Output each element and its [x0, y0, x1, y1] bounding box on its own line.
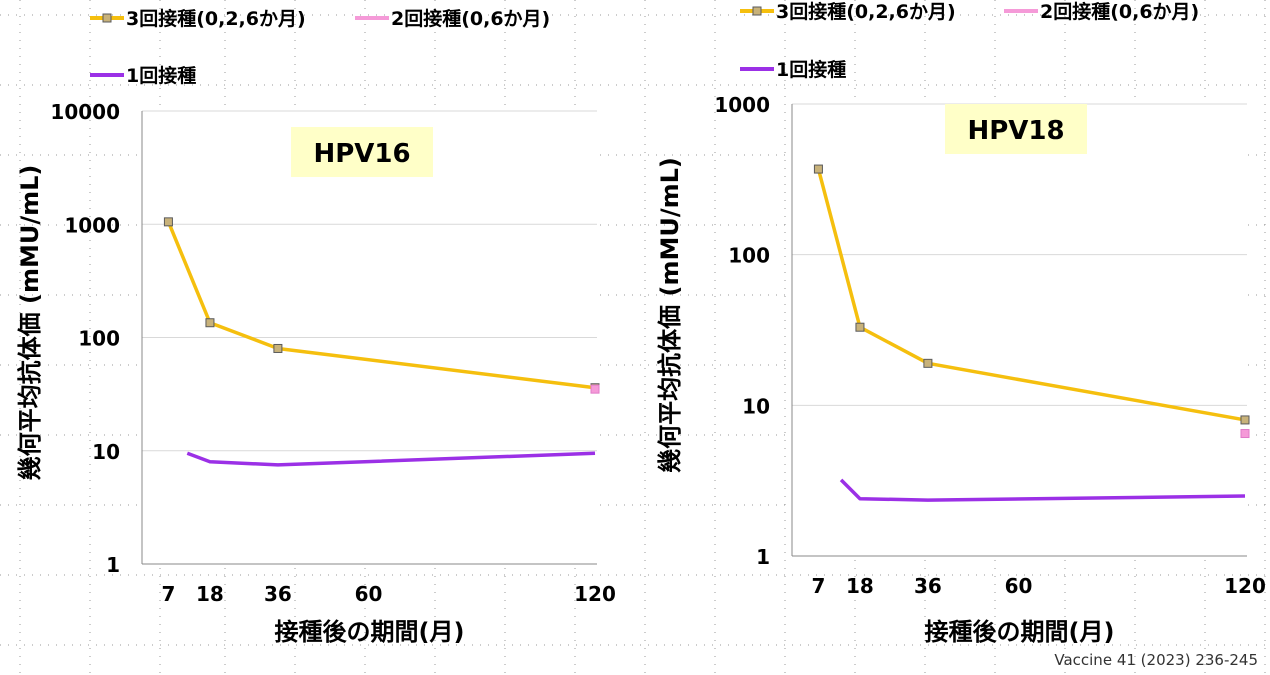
x-tick-label: 36: [264, 582, 292, 606]
x-tick-label: 18: [846, 574, 874, 598]
y-tick-label: 100: [78, 327, 120, 351]
x-tick-label: 120: [574, 582, 616, 606]
y-tick-label: 10: [742, 394, 770, 418]
citation-text: Vaccine 41 (2023) 236-245: [1054, 651, 1258, 669]
series-line-1: [166, 221, 596, 390]
y-tick-label: 1000: [714, 93, 770, 117]
y-tick-label: 100: [728, 244, 770, 268]
data-point: [923, 358, 933, 368]
legend-marker-three-dose: [102, 13, 112, 23]
chart-title: HPV18: [967, 116, 1064, 146]
data-point: [590, 384, 600, 394]
legend-label-two-dose: 2回接種(0,6か月): [391, 8, 550, 30]
legend-label-one-dose: 1回接種: [126, 65, 196, 87]
legend-label-three-dose: 3回接種(0,2,6か月): [776, 1, 956, 23]
y-axis-title: 幾何平均抗体価 (mMU/mL): [656, 157, 684, 473]
data-point: [855, 322, 865, 332]
x-tick-label: 18: [196, 582, 224, 606]
x-tick-label: 60: [1005, 574, 1033, 598]
y-tick-label: 10000: [50, 100, 120, 124]
y-tick-label: 1: [106, 553, 120, 577]
x-axis-title: 接種後の期間(月): [925, 618, 1115, 646]
x-axis-title: 接種後の期間(月): [275, 618, 465, 646]
legend-marker-three-dose: [752, 6, 762, 16]
x-tick-label: 60: [355, 582, 383, 606]
data-point: [273, 343, 283, 353]
x-tick-label: 7: [161, 582, 175, 606]
chart-title: HPV16: [313, 139, 410, 169]
chart-title-box: [291, 127, 433, 177]
legend-label-three-dose: 3回接種(0,2,6か月): [126, 8, 306, 30]
chart-hpv16: 1 10 100 1000 10000 7 18 36 60 120 接種後の期間(月) 幾何平均抗体…: [16, 8, 616, 646]
charts-layer: 1 10 100 1000 10000 7 18 36 60 120 接種後の期間(月) 幾何平均抗体…: [16, 1, 1266, 646]
legend-label-one-dose: 1回接種: [776, 59, 846, 81]
y-tick-label: 1: [756, 545, 770, 569]
legend-label-two-dose: 2回接種(0,6か月): [1040, 1, 1199, 23]
legend: 3回接種(0,2,6か月) 2回接種(0,6か月) 1回接種: [90, 8, 550, 87]
chart-hpv18: 1 10 100 1000 7 18 36 60 120 接種後の期間(月) 幾何平均抗体価 (mM…: [656, 1, 1266, 646]
data-point: [205, 318, 215, 328]
series-line-3: [186, 451, 596, 467]
x-tick-label: 120: [1224, 574, 1266, 598]
series-line-3: [839, 478, 1246, 502]
data-point: [813, 164, 823, 174]
data-point: [163, 217, 173, 227]
chart-title-box: [945, 104, 1087, 154]
x-tick-label: 7: [811, 574, 825, 598]
y-tick-label: 1000: [64, 213, 120, 237]
data-point: [1240, 415, 1250, 425]
legend: 3回接種(0,2,6か月) 2回接種(0,6か月) 1回接種: [740, 1, 1199, 81]
x-tick-label: 36: [914, 574, 942, 598]
series-line-1: [816, 168, 1246, 422]
data-point: [1240, 429, 1250, 439]
y-axis-title: 幾何平均抗体価 (mMU/mL): [16, 165, 44, 481]
y-tick-label: 10: [92, 440, 120, 464]
